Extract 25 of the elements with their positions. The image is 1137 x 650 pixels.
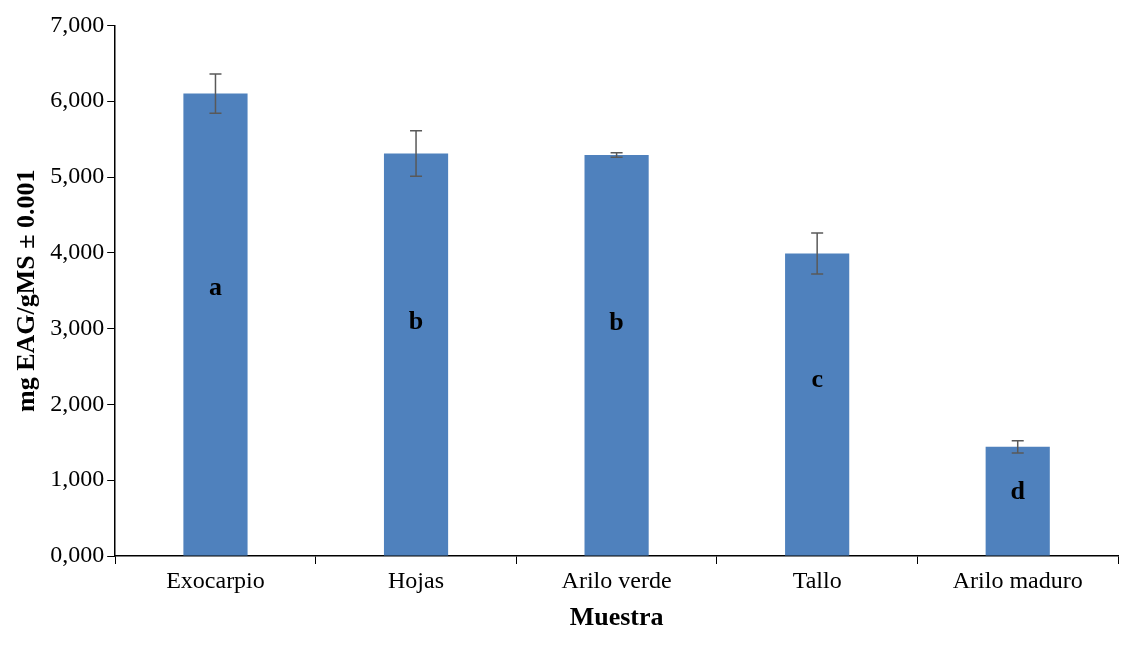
annotation: a [208, 271, 222, 301]
y-tick-label: 7,000 [50, 10, 105, 37]
bar [985, 446, 1050, 556]
x-tick-label: Exocarpio [166, 566, 265, 593]
y-tick-label: 6,000 [50, 86, 105, 113]
annotation: c [811, 364, 823, 394]
y-tick-label: 1,000 [50, 465, 105, 492]
y-tick-label: 2,000 [50, 389, 105, 416]
annotation: b [408, 306, 424, 336]
x-tick-label: Hojas [388, 566, 445, 593]
x-tick-label: Arilo maduro [952, 566, 1083, 593]
bar [383, 153, 449, 556]
annotation: d [1010, 476, 1026, 506]
annotation: b [609, 307, 624, 337]
bar [584, 155, 649, 556]
y-tick-label: 5,000 [50, 162, 105, 189]
y-tick-label: 0,000 [50, 541, 105, 568]
y-tick-label: 4,000 [50, 238, 105, 265]
y-tick-label: 3,000 [50, 313, 105, 340]
x-tick-label: Arilo verde [561, 566, 672, 593]
x-tick-label: Tallo [792, 566, 842, 593]
y-axis-title: mg EAG/gMS ± 0.001 [11, 169, 41, 412]
bar [785, 253, 850, 556]
x-axis-title: Muestra [569, 602, 664, 632]
bar [183, 93, 248, 556]
